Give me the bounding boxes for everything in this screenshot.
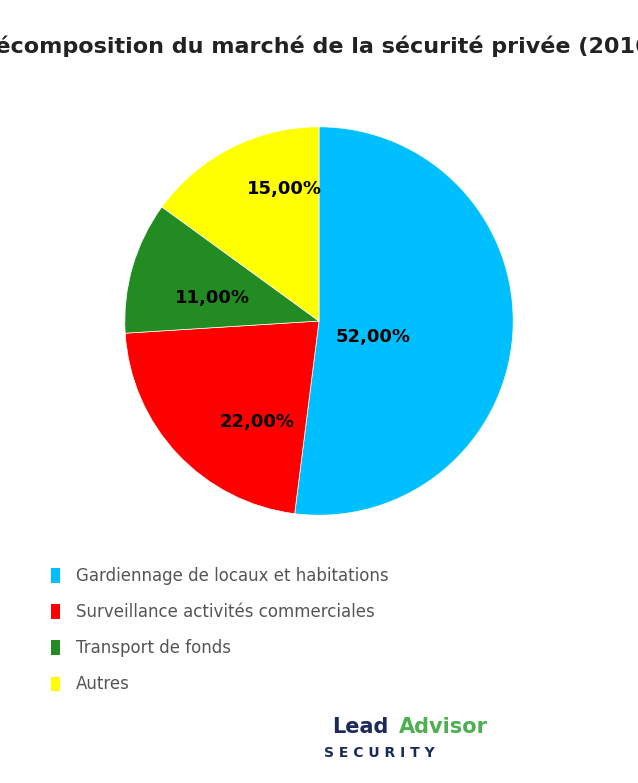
Text: Autres: Autres	[77, 675, 130, 692]
Text: Transport de fonds: Transport de fonds	[77, 639, 232, 656]
Text: Lead: Lead	[332, 716, 388, 737]
Text: 11,00%: 11,00%	[175, 289, 249, 307]
Text: Advisor: Advisor	[399, 716, 487, 737]
Text: 15,00%: 15,00%	[246, 180, 322, 198]
Wedge shape	[125, 321, 319, 514]
Text: 22,00%: 22,00%	[219, 413, 294, 431]
Wedge shape	[295, 127, 513, 515]
Text: 52,00%: 52,00%	[336, 327, 411, 345]
Wedge shape	[162, 127, 319, 321]
Wedge shape	[125, 207, 319, 334]
Text: S E C U R I T Y: S E C U R I T Y	[324, 746, 435, 760]
Text: Gardiennage de locaux et habitations: Gardiennage de locaux et habitations	[77, 567, 389, 584]
Text: Surveillance activités commerciales: Surveillance activités commerciales	[77, 603, 375, 620]
Text: Décomposition du marché de la sécurité privée (2016): Décomposition du marché de la sécurité p…	[0, 35, 638, 56]
